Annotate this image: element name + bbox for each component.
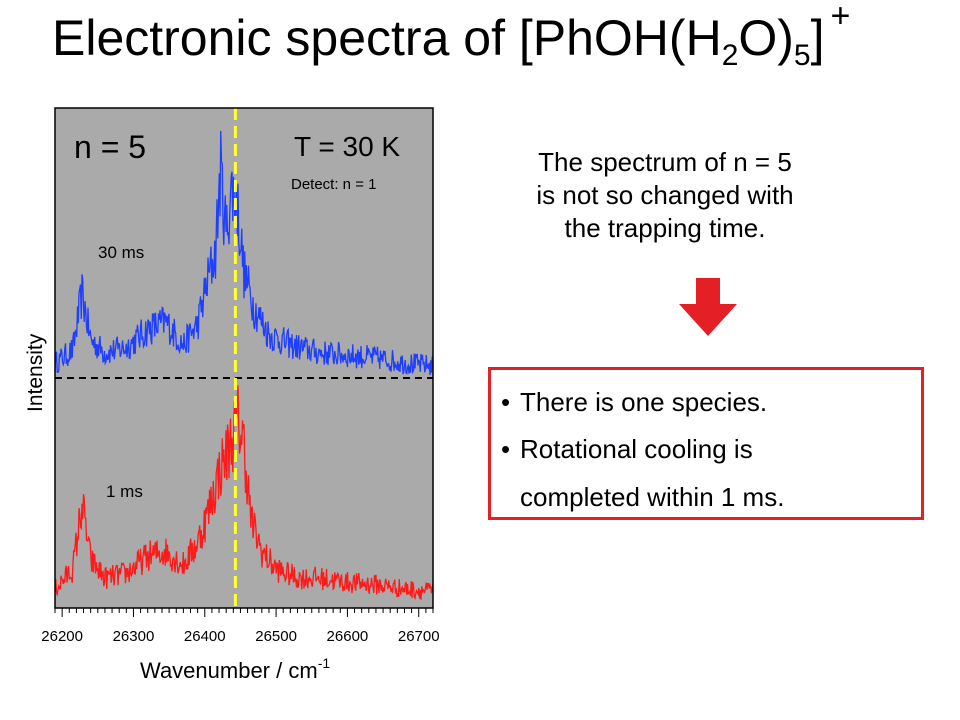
description-line-2: is not so changed with [536, 180, 794, 210]
description-line-3: the trapping time. [564, 213, 766, 243]
title-subscript-5: 5 [793, 39, 811, 72]
bullet-symbol-2: • [501, 434, 511, 464]
title-main: Electronic spectra of [PhOH(H [52, 10, 722, 66]
y-axis-label: Intensity [24, 333, 47, 412]
series-label-1ms: 1 ms [106, 482, 143, 501]
title-mid: O) [738, 10, 794, 66]
spectrum-chart: 26200 26300 26400 26500 26600 26700 n = 5 T =… [24, 107, 440, 683]
series-label-30ms: 30 ms [98, 243, 144, 262]
plot-frame [54, 107, 434, 609]
temperature-label: T = 30 K [294, 131, 400, 162]
bullet-text-1: There is one species. [520, 387, 768, 417]
bullet-text-2: Rotational cooling is [520, 434, 753, 464]
data-layer [54, 130, 434, 601]
x-axis-label-main: Wavenumber / cm [140, 658, 318, 683]
bullet-text-3: completed within 1 ms. [520, 482, 785, 512]
panel-label: n = 5 [74, 129, 146, 165]
series-line-1 [54, 385, 434, 601]
slide-title: Electronic spectra of [PhOH(H2O)5] + [52, 0, 850, 71]
detect-label: Detect: n = 1 [291, 176, 376, 193]
description-text: The spectrum of n = 5 is not so changed … [520, 146, 810, 245]
x-tick-label: 26700 [398, 628, 440, 645]
x-axis-label-sup: -1 [318, 655, 331, 671]
x-tick-label: 26500 [255, 628, 297, 645]
x-tick-label: 26400 [184, 628, 226, 645]
tick-layer: 26200 26300 26400 26500 26600 26700 [41, 608, 440, 645]
x-tick-label: 26600 [327, 628, 369, 645]
x-axis-label: Wavenumber / cm-1 [140, 655, 330, 683]
description-line-1: The spectrum of n = 5 [538, 147, 792, 177]
title-subscript-2: 2 [721, 39, 739, 72]
conclusion-box: • There is one species. • Rotational coo… [488, 367, 924, 520]
x-tick-label: 26200 [41, 628, 83, 645]
title-charge: + [830, 0, 851, 35]
bullet-symbol-1: • [501, 387, 511, 417]
plot-background [55, 108, 433, 608]
x-tick-label: 26300 [113, 628, 155, 645]
series-line-0 [54, 130, 434, 376]
title-close: ] [810, 10, 825, 66]
down-arrow-icon [679, 278, 737, 336]
